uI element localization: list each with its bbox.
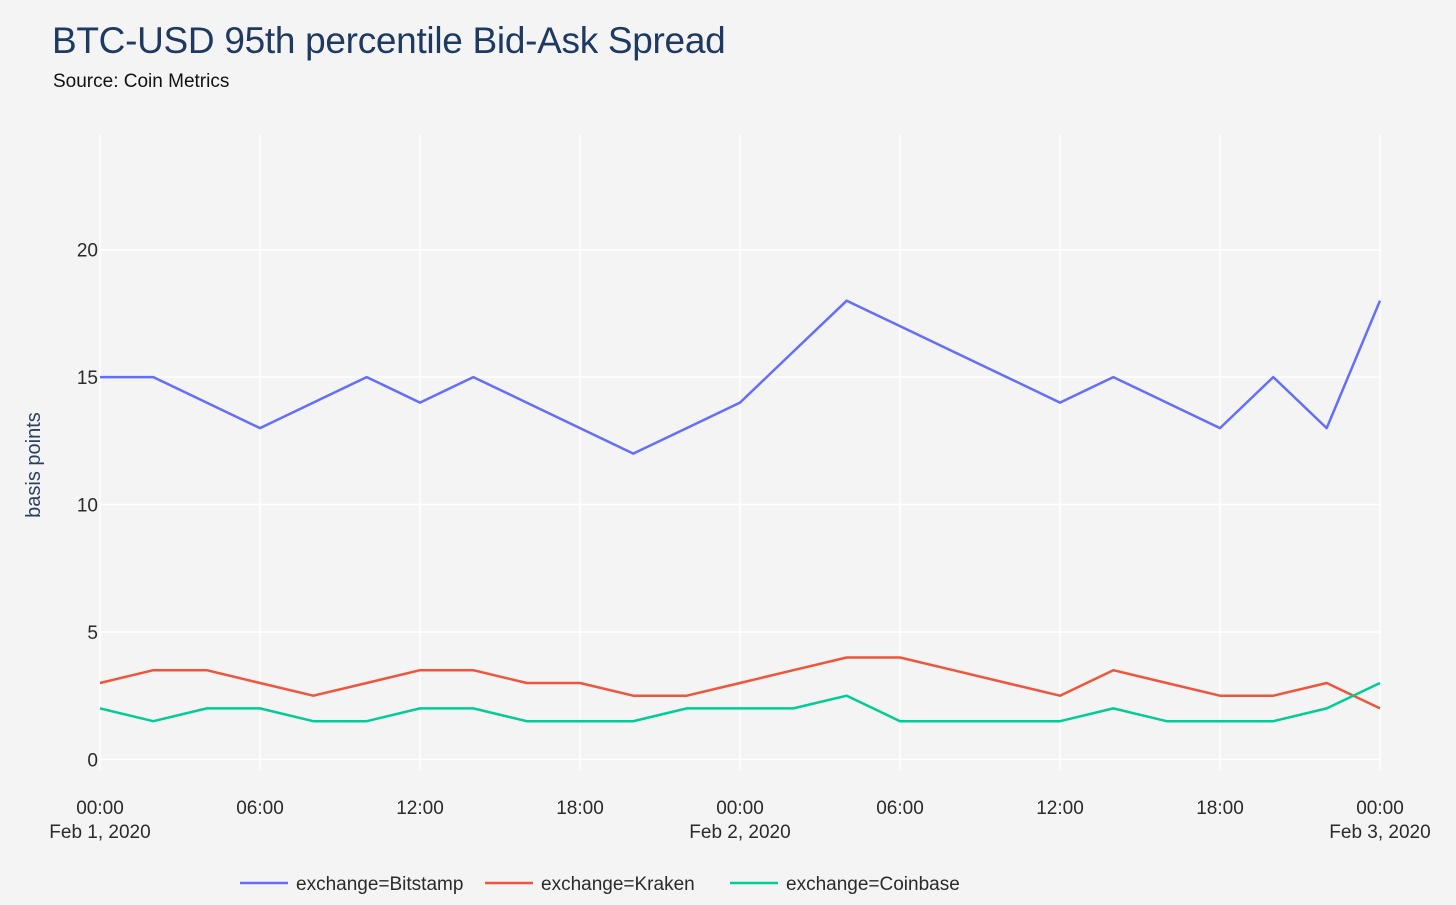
x-tick-label: 12:00: [1036, 798, 1084, 819]
x-tick-label: 06:00: [236, 798, 284, 819]
x-tick-label: 00:00: [716, 798, 764, 819]
legend-item-bitstamp[interactable]: exchange=Bitstamp: [240, 874, 463, 895]
legend[interactable]: exchange=Bitstamp exchange=Kraken exchange…: [240, 874, 960, 895]
x-tick-label: 00:00: [1356, 798, 1404, 819]
x-tick-date-label: Feb 3, 2020: [1329, 822, 1430, 843]
legend-label: exchange=Bitstamp: [296, 874, 463, 895]
legend-item-coinbase[interactable]: exchange=Coinbase: [730, 874, 960, 895]
series-line-bitstamp: [100, 299, 1382, 455]
x-tick-label: 18:00: [556, 798, 604, 819]
legend-label: exchange=Coinbase: [786, 874, 960, 895]
x-tick-label: 00:00: [76, 798, 124, 819]
x-tick-date-label: Feb 2, 2020: [689, 822, 790, 843]
y-tick-label: 5: [87, 623, 98, 644]
legend-item-kraken[interactable]: exchange=Kraken: [485, 874, 695, 895]
x-tick-date-label: Feb 1, 2020: [49, 822, 150, 843]
chart-subtitle: Source: Coin Metrics: [53, 71, 230, 92]
chart-title: BTC-USD 95th percentile Bid-Ask Spread: [52, 20, 726, 61]
y-tick-label: 10: [77, 496, 98, 517]
gridlines: [99, 135, 1381, 770]
axis-ticks: 0 5 10 15 20 00:00 Feb 1, 2020 06:00 12:00 18:00 0…: [49, 241, 1430, 843]
y-tick-label: 20: [77, 241, 98, 262]
series-line-kraken: [99, 656, 1381, 710]
legend-label: exchange=Kraken: [541, 874, 695, 895]
series-lines: [99, 299, 1382, 723]
x-tick-label: 18:00: [1196, 798, 1244, 819]
y-axis-title: basis points: [23, 412, 45, 518]
y-tick-label: 15: [77, 368, 98, 389]
series-line-coinbase: [99, 681, 1381, 723]
y-tick-label: 0: [87, 750, 98, 771]
x-tick-label: 12:00: [396, 798, 444, 819]
x-tick-label: 06:00: [876, 798, 924, 819]
